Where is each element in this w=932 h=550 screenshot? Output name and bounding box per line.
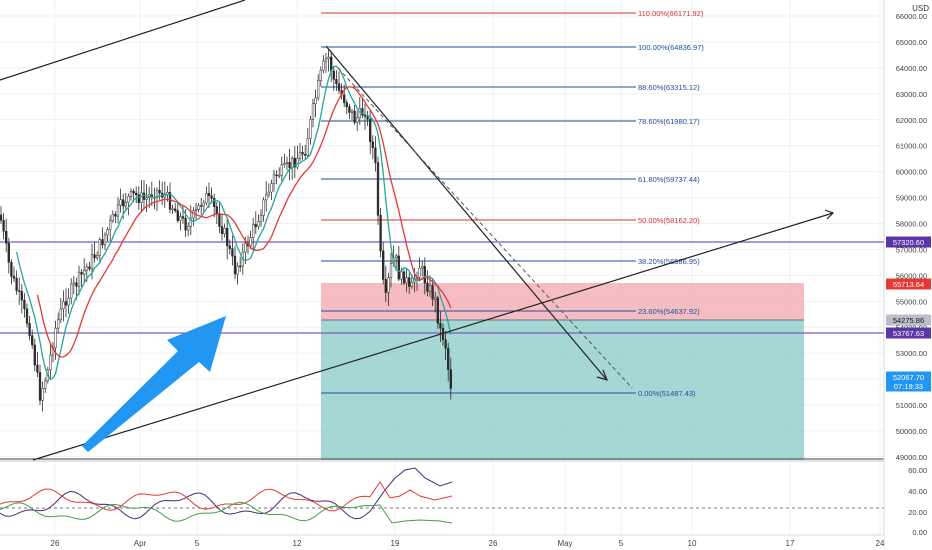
oscillator-scale-label: 60.00 bbox=[908, 466, 927, 475]
fib-level-label: 23.60%(54637.92) bbox=[638, 307, 700, 316]
price-tag-label: 53767.63 bbox=[893, 329, 924, 338]
oscillator-scale-label: 20.00 bbox=[908, 508, 927, 517]
oscillator-scale-labels: 60.00 40.00 20.00 0.00 bbox=[908, 466, 927, 537]
fib-level-label: 0.00%(51487.43) bbox=[638, 389, 696, 398]
price-scale-label: 53000.00 bbox=[896, 349, 927, 358]
price-tag[interactable]: 53767.63 bbox=[886, 327, 931, 339]
fib-level-label: 61.80%(59737.44) bbox=[638, 175, 700, 184]
trendline-top-left[interactable] bbox=[0, 0, 246, 81]
fib-level-label: 50.00%(58162.20) bbox=[638, 216, 700, 225]
time-axis-label: 26 bbox=[51, 539, 60, 548]
price-tags[interactable]: 57320.60 55713.64 54275.86 53767.63 52067.70… bbox=[886, 236, 931, 392]
price-tag[interactable]: 57320.60 bbox=[886, 236, 931, 248]
price-scale-label: 50000.00 bbox=[896, 427, 927, 436]
price-scale-label: 63000.00 bbox=[896, 90, 927, 99]
take-profit-zone[interactable] bbox=[321, 320, 804, 460]
stop-loss-zone[interactable] bbox=[321, 283, 804, 320]
price-scale-label: 61000.00 bbox=[896, 142, 927, 151]
time-axis-label: 12 bbox=[293, 539, 302, 548]
falling-trendline-arrowhead bbox=[596, 369, 609, 381]
time-axis-label: 10 bbox=[688, 539, 697, 548]
time-axis-label: 5 bbox=[619, 539, 624, 548]
time-axis-label: 19 bbox=[391, 539, 400, 548]
price-scale-label: 55000.00 bbox=[896, 297, 927, 306]
time-axis-label: 24 bbox=[876, 539, 885, 548]
price-scale-label: 62000.00 bbox=[896, 116, 927, 125]
price-tag-label: 52067.70 bbox=[893, 373, 924, 382]
price-scale-label: 59000.00 bbox=[896, 194, 927, 203]
price-tag[interactable]: 55713.64 bbox=[886, 278, 931, 290]
price-tag-label: 55713.64 bbox=[893, 280, 924, 289]
price-scale-label: 51000.00 bbox=[896, 401, 927, 410]
time-axis-label: 17 bbox=[786, 539, 795, 548]
falling-trendline[interactable] bbox=[325, 45, 607, 380]
rising-trendline[interactable] bbox=[32, 212, 834, 461]
bullish-arrow-icon[interactable] bbox=[82, 316, 226, 452]
price-scale-label: 58000.00 bbox=[896, 220, 927, 229]
oscillator-series-red bbox=[0, 481, 453, 512]
fib-level-label: 110.00%(66171.92) bbox=[638, 9, 704, 18]
oscillator-series-green bbox=[0, 501, 453, 524]
price-tag-label: 07:19:33 bbox=[894, 382, 923, 391]
price-tag-label: 54275.86 bbox=[893, 316, 924, 325]
rising-trendline-arrowhead bbox=[824, 209, 835, 220]
dashed-projection-line[interactable] bbox=[337, 67, 633, 389]
price-tag[interactable]: 54275.86 bbox=[886, 314, 931, 326]
price-tag[interactable]: 07:19:33 bbox=[886, 380, 931, 392]
fibonacci-retracement[interactable]: 110.00%(66171.92) 100.00%(64836.97) 88.60%… bbox=[321, 9, 704, 398]
price-tag[interactable]: 52067.70 bbox=[886, 371, 931, 383]
fib-level-label: 38.20%(56586.95) bbox=[638, 257, 700, 266]
time-axis[interactable] bbox=[0, 535, 884, 550]
price-scale-label: 57000.00 bbox=[896, 245, 927, 254]
time-axis-label: 26 bbox=[489, 539, 498, 548]
price-scale-label: 65000.00 bbox=[896, 38, 927, 47]
time-axis-label: Apr bbox=[134, 539, 147, 548]
fib-level-label: 88.60%(63315.12) bbox=[638, 83, 700, 92]
price-scale-label: 60000.00 bbox=[896, 168, 927, 177]
price-scale[interactable] bbox=[884, 0, 932, 550]
price-scale-label: 49000.00 bbox=[896, 453, 927, 462]
time-axis-labels: 26 Apr 5 12 19 26 May 5 10 17 24 bbox=[51, 539, 885, 548]
fib-level-label: 100.00%(64836.97) bbox=[638, 43, 704, 52]
time-axis-label: 5 bbox=[195, 539, 200, 548]
time-axis-label: May bbox=[557, 539, 572, 548]
oscillator-scale-label: 40.00 bbox=[908, 487, 927, 496]
fib-level-label: 78.60%(61980.17) bbox=[638, 117, 700, 126]
oscillator-series-purple bbox=[0, 467, 453, 520]
price-scale-label: 64000.00 bbox=[896, 64, 927, 73]
moving-average-green bbox=[15, 65, 452, 381]
moving-average-red bbox=[36, 86, 452, 358]
oscillator-scale-label: 0.00 bbox=[912, 528, 927, 537]
price-tag-label: 57320.60 bbox=[893, 238, 924, 247]
price-scale-label: 66000.00 bbox=[896, 12, 927, 21]
price-scale-label: 56000.00 bbox=[896, 271, 927, 280]
currency-label: USD bbox=[912, 4, 929, 13]
